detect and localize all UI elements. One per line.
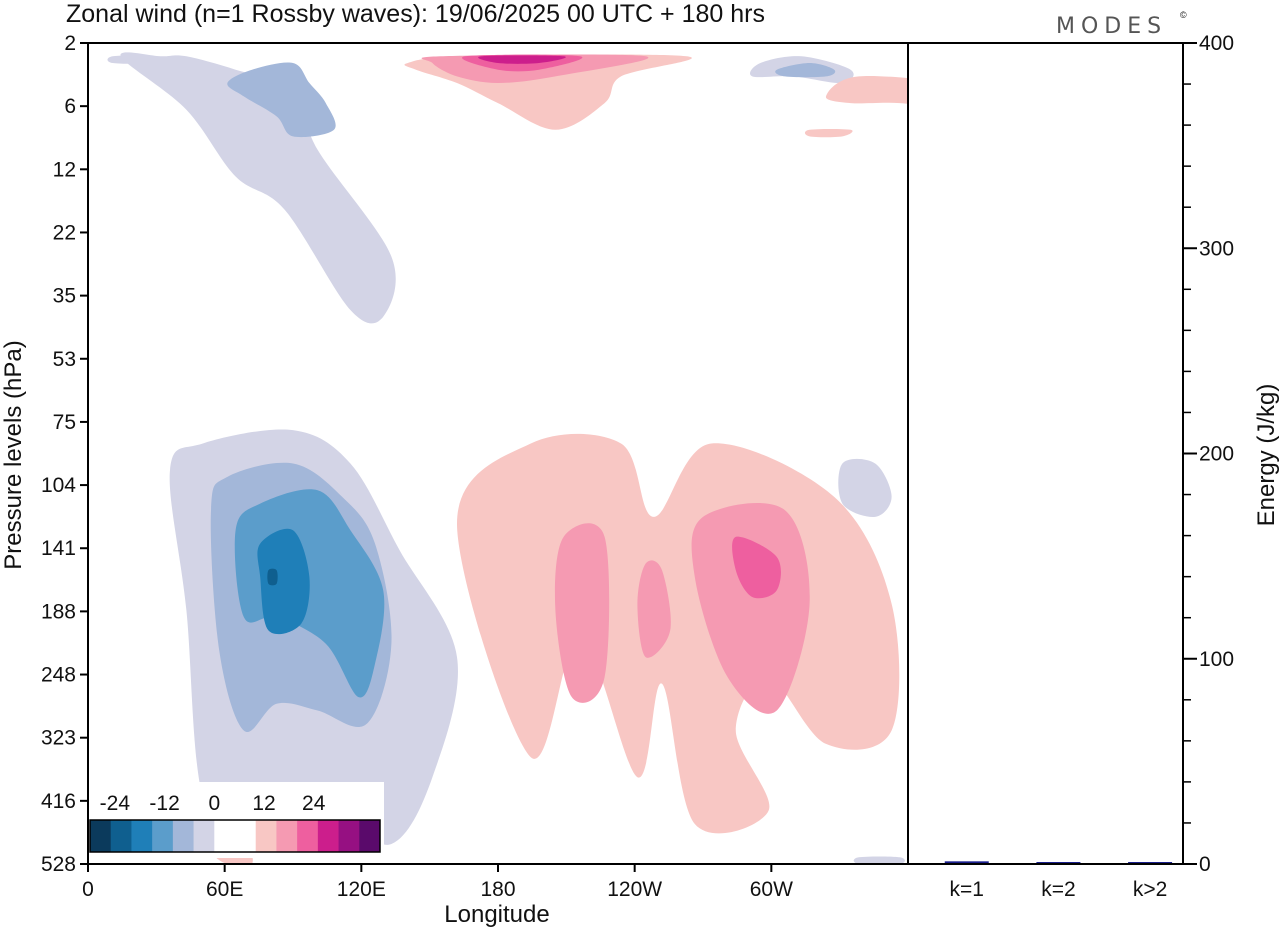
contour-region-10 [804,128,853,138]
wavenumber-label: k=2 [1041,878,1075,901]
contour-region-22 [732,536,781,599]
x-tick-label: 60E [206,878,243,901]
brand-logo: MODES [1056,14,1167,39]
pressure-axis: 2 6 12 22 35 53 75 104 141 188 248 323 416 528 [41,32,88,876]
colorbar-swatch [235,820,257,852]
chart-title: Zonal wind (n=1 Rossby waves): 19/06/202… [66,0,765,28]
colorbar: -24 -12 0 12 24 [86,782,384,858]
contour-region-21 [637,560,671,658]
y-tick-label: 528 [41,853,76,876]
contour-region-8 [478,55,566,64]
colorbar-swatch [193,820,215,852]
y-tick-label: 2 [64,32,76,55]
contour-field [107,52,908,864]
energy-tick-label: 0 [1199,853,1211,876]
y-tick-label: 248 [41,664,76,687]
y-axis-label: Pressure levels (hPa) [0,340,27,569]
contour-region-18 [457,433,900,834]
colorbar-swatch [338,820,360,852]
colorbar-swatch [297,820,319,852]
contour-region-16 [838,458,892,518]
energy-tick-label: 200 [1199,443,1234,466]
colorbar-swatch [255,820,277,852]
energy-bar-k=1 [944,861,989,864]
contour-region-14 [257,528,310,635]
colorbar-label: 0 [208,792,220,815]
colorbar-swatch [317,820,340,852]
x-axis-label: Longitude [444,901,549,928]
colorbar-swatch [131,820,153,852]
y-tick-label: 188 [41,600,76,623]
contour-region-4 [775,63,836,78]
contour-region-1 [227,62,336,138]
contour-region-17 [853,856,905,864]
contour-region-19 [554,523,610,703]
energy-tick-label: 400 [1199,32,1234,55]
y-tick-label: 12 [53,158,76,181]
energy-tick-label: 100 [1199,648,1234,671]
colorbar-label: 24 [302,792,326,815]
x-tick-label: 120E [337,878,386,901]
colorbar-swatch [172,820,195,852]
y-tick-label: 416 [41,790,76,813]
colorbar-label: 12 [252,792,275,815]
colorbar-swatch [359,820,381,852]
contour-region-0 [120,52,396,324]
x-tick-label: 60W [750,878,793,901]
colorbar-label: -12 [149,792,179,815]
contour-region-9 [825,76,908,104]
wavenumber-labels: k=1 k=2 k>2 [950,878,1168,901]
contour-region-2 [107,55,159,64]
brand-mark: © [1180,10,1187,20]
colorbar-swatch [214,820,236,852]
y-tick-label: 75 [53,411,76,434]
energy-axis-label: Energy (J/kg) [1253,384,1280,527]
contour-region-20 [691,503,810,714]
colorbar-swatch [90,820,112,852]
wavenumber-label: k=1 [950,878,984,901]
y-tick-label: 53 [53,348,76,371]
wavenumber-label: k>2 [1133,878,1167,901]
y-tick-label: 35 [53,285,76,308]
energy-tick-label: 300 [1199,237,1234,260]
x-tick-label: 120W [607,878,662,901]
colorbar-swatch [152,820,174,852]
y-tick-label: 22 [53,221,76,244]
colorbar-frame [89,819,381,853]
y-tick-label: 104 [41,474,76,497]
longitude-axis: 0 60E 120E 180 120W 60W [82,864,793,901]
x-tick-label: 0 [82,878,94,901]
colorbar-swatch [276,820,298,852]
y-tick-label: 323 [41,727,76,750]
contour-region-15 [267,568,278,586]
y-tick-label: 141 [41,537,76,560]
colorbar-label: -24 [100,792,131,815]
colorbar-swatch [110,820,132,852]
energy-axis: 0 100 200 300 400 [1183,32,1234,876]
x-tick-label: 180 [480,878,515,901]
y-tick-label: 6 [64,95,76,118]
